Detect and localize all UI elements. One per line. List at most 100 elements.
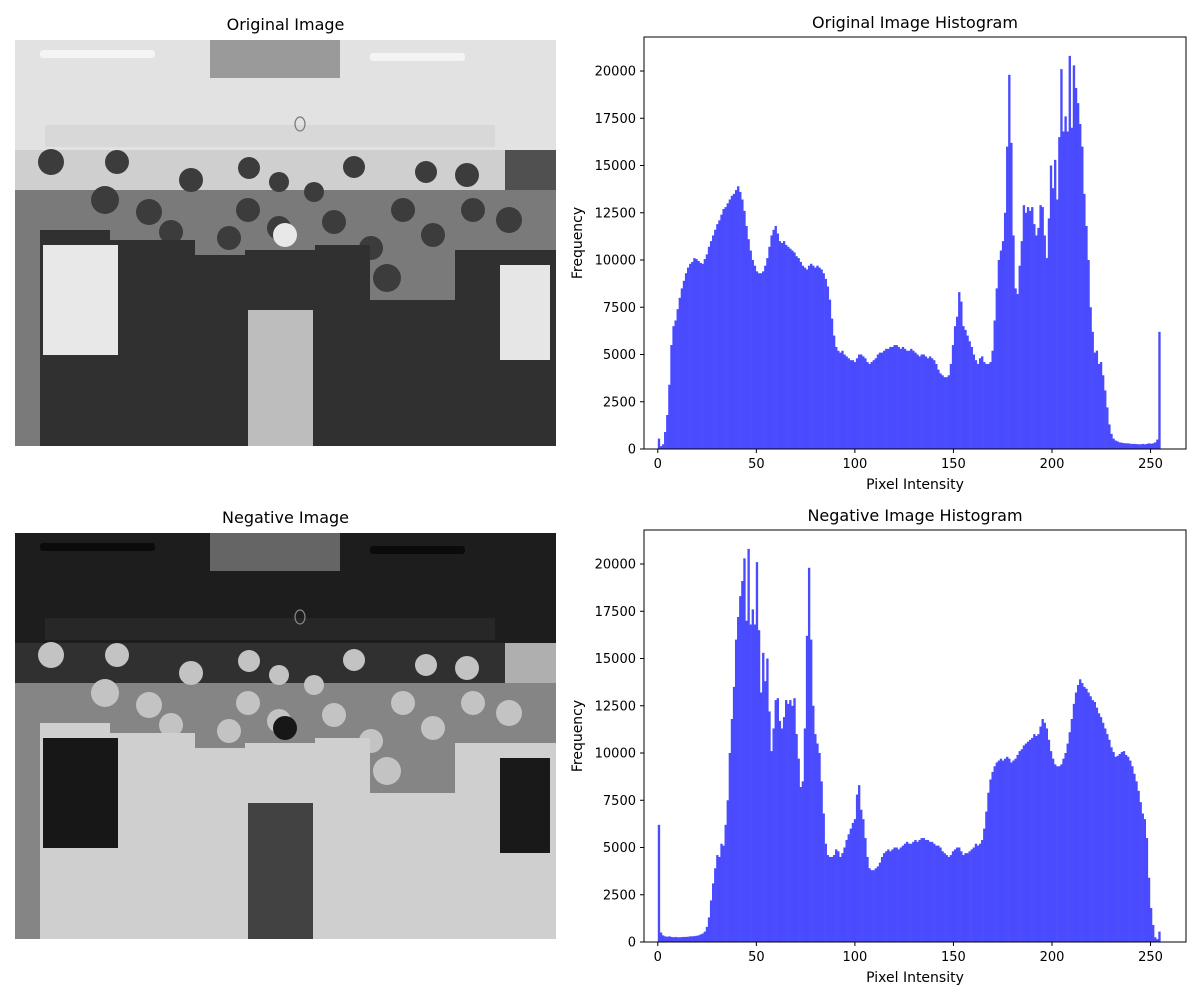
histogram-bar	[670, 936, 673, 942]
histogram-bar	[1029, 210, 1032, 449]
histogram-bar	[866, 856, 869, 942]
histogram-bar	[797, 258, 800, 449]
histogram-bar	[805, 269, 809, 449]
histogram-bar	[872, 360, 875, 449]
histogram-bar	[826, 286, 830, 449]
histogram-bar	[999, 758, 1003, 942]
histogram-bar	[864, 838, 867, 942]
histogram-bar	[1006, 756, 1009, 942]
histogram-bar	[1008, 758, 1011, 942]
histogram-bar	[997, 260, 1001, 449]
histogram-bar	[810, 263, 813, 449]
histogram-bar	[741, 199, 744, 449]
histogram-bar	[1024, 743, 1028, 942]
histogram-bar	[1129, 760, 1132, 942]
histogram-bar	[1037, 734, 1040, 942]
histogram-bar	[857, 354, 861, 449]
histogram-bar	[930, 358, 934, 449]
histogram-bar	[878, 352, 882, 449]
histogram-bar	[976, 845, 980, 942]
histogram-bar	[801, 265, 805, 449]
histogram-bar	[1099, 717, 1103, 942]
histogram-bar	[778, 720, 782, 942]
histogram-bar	[799, 787, 802, 942]
histogram-bar	[899, 847, 903, 942]
histogram-bar	[1079, 123, 1082, 449]
histogram-bar	[976, 363, 980, 449]
histogram-bar	[1001, 760, 1005, 942]
histogram-bar	[1104, 728, 1107, 942]
histogram-bar	[837, 851, 840, 942]
histogram-bar	[680, 937, 684, 942]
histogram-bar	[757, 273, 761, 449]
histogram-bar	[822, 273, 825, 449]
histogram-bar	[732, 686, 736, 942]
histogram-bar	[747, 239, 750, 449]
histogram-bar	[1110, 433, 1113, 449]
x-tick-label: 0	[654, 457, 662, 472]
histogram-bar	[855, 358, 859, 449]
histogram-bar	[991, 350, 994, 449]
histogram-bar	[1095, 707, 1099, 942]
histogram-bar	[793, 698, 796, 942]
histogram-bar	[868, 363, 871, 449]
histogram-bar	[709, 241, 713, 449]
histogram-bar	[676, 937, 679, 942]
histogram-bar	[807, 265, 811, 449]
histogram-bar	[1093, 701, 1096, 942]
histogram-bar	[766, 258, 769, 449]
histogram-bar	[701, 263, 704, 449]
histogram-bar	[824, 843, 827, 942]
histogram-bar	[995, 762, 998, 942]
histogram-bar	[668, 936, 671, 942]
histogram-bar	[1054, 764, 1057, 942]
histogram-bar	[972, 847, 976, 942]
histogram-bar	[701, 933, 704, 942]
histogram-bar	[1014, 288, 1017, 449]
histogram-title: Negative Image Histogram	[807, 506, 1022, 525]
histogram-bar	[1035, 736, 1038, 942]
histogram-bar	[743, 210, 746, 449]
histogram-bar	[749, 250, 752, 449]
histogram-bar	[1058, 766, 1061, 942]
histogram-bar	[780, 728, 784, 942]
histogram-bar	[795, 734, 798, 942]
negative-photo	[15, 533, 556, 939]
histogram-bar	[887, 849, 890, 942]
histogram-bar	[945, 855, 948, 942]
histogram-bar	[870, 870, 873, 942]
histogram-bar	[1118, 753, 1122, 942]
histogram-bar	[1010, 762, 1013, 942]
histogram-bar	[1124, 754, 1128, 942]
histogram-bar	[1099, 362, 1103, 449]
histogram-bar	[666, 414, 669, 449]
histogram-bar	[1016, 294, 1019, 449]
histogram-bar	[689, 263, 692, 449]
histogram-bar	[1041, 718, 1044, 942]
histogram-bar	[951, 851, 955, 942]
histogram-bar	[705, 926, 709, 942]
y-tick-label: 0	[628, 936, 636, 951]
histogram-bar	[776, 233, 779, 449]
y-tick-label: 10000	[595, 747, 636, 762]
negative-image-title: Negative Image	[222, 508, 349, 527]
histogram-bar	[1091, 331, 1094, 449]
histogram-bar	[787, 703, 790, 942]
histogram-bar	[958, 292, 961, 449]
histogram-bar	[989, 362, 992, 449]
histogram-bar	[1051, 758, 1055, 942]
histogram-bar	[908, 350, 911, 449]
histogram-bar	[805, 635, 809, 942]
histogram-bar	[770, 235, 773, 449]
histogram-bar	[841, 853, 844, 942]
histogram-bar	[1016, 754, 1019, 942]
histogram-bar	[1139, 444, 1142, 449]
histogram-bar	[889, 851, 892, 942]
histogram-bar	[720, 843, 723, 942]
histogram-bar	[749, 624, 752, 942]
histogram-bar	[843, 847, 846, 942]
histogram-bar	[901, 346, 905, 449]
histogram-bar	[1114, 440, 1117, 449]
histogram-bar	[1143, 444, 1147, 449]
histogram-bar	[897, 849, 900, 942]
